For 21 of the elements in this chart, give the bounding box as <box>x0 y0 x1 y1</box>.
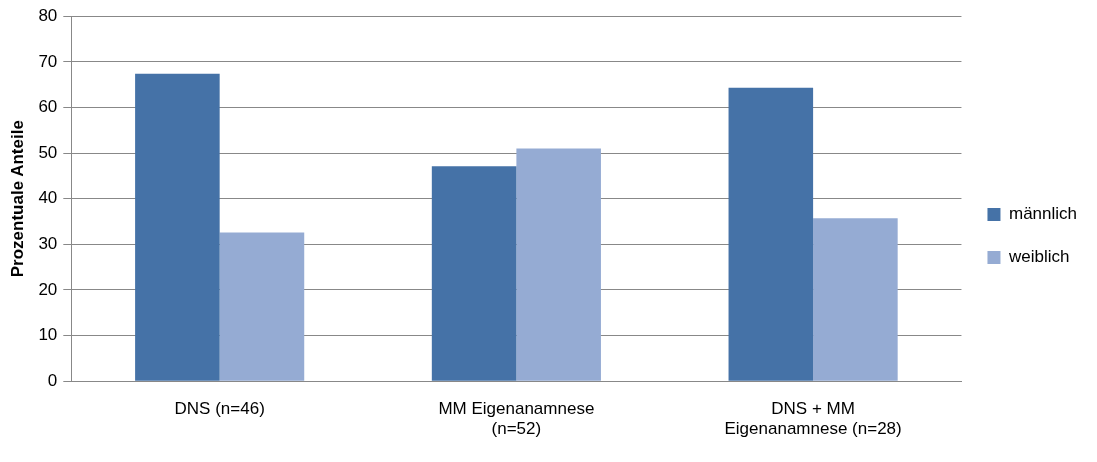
bar <box>813 218 898 381</box>
bar <box>135 73 220 381</box>
x-tick-label: DNS (n=46) <box>174 399 265 419</box>
bar <box>219 232 305 381</box>
y-tick-label: 60 <box>38 97 58 117</box>
y-tick-label: 0 <box>47 370 58 390</box>
y-tick-label: 40 <box>38 188 58 208</box>
y-tick-label: 80 <box>38 5 58 25</box>
legend-label: männlich <box>1008 204 1078 224</box>
bar <box>728 87 814 381</box>
legend-label: weiblich <box>1007 247 1070 267</box>
y-axis-title: Prozentuale Anteile <box>7 120 27 278</box>
y-tick-label: 70 <box>38 51 58 71</box>
y-tick-label: 20 <box>38 279 58 299</box>
x-tick-label: MM Eigenanamnese (n=52) <box>438 399 595 439</box>
y-tick-label: 30 <box>38 234 58 254</box>
bar <box>516 148 601 381</box>
bar <box>431 166 517 381</box>
y-tick-label: 10 <box>38 325 58 345</box>
y-tick-label: 50 <box>38 142 58 162</box>
x-tick-label: DNS + MM Eigenanamnese (n=28) <box>724 399 902 439</box>
